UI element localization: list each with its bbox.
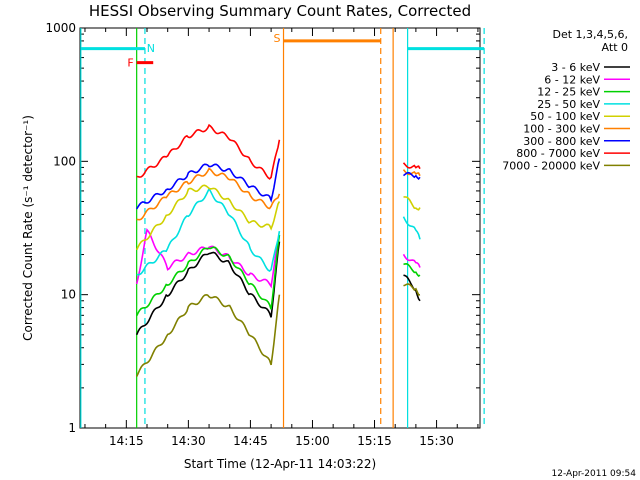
series-line-50-100keV [135,184,281,251]
x-tick-label: 14:45 [233,434,268,448]
legend-label: 300 - 800 keV [523,135,600,148]
x-axis-label: Start Time (12-Apr-11 14:03:22) [184,457,376,471]
plot-frame [79,27,481,429]
series-line-12-25keV [403,262,421,278]
series-line-25-50keV [136,187,281,276]
interval-flag-label: F [127,57,133,70]
x-tick-label: 15:00 [295,434,330,448]
series-line-3-6keV [135,241,281,336]
legend-label: 25 - 50 keV [537,98,600,111]
series-line-6-12keV [402,253,421,268]
chart-title: HESSI Observing Summary Count Rates, Cor… [89,2,471,20]
series-line-7000-20000keV [135,293,281,377]
y-axis-label: Corrected Count Rate (s⁻¹ detector⁻¹) [21,115,35,341]
legend-label: 50 - 100 keV [530,110,600,123]
y-tick-label: 100 [53,154,76,168]
series-line-800-7000keV [402,162,421,170]
legend-label: 6 - 12 keV [544,73,600,86]
series-line-300-800keV [136,158,281,210]
legend-label: 100 - 300 keV [523,123,600,136]
x-tick-label: 15:30 [419,434,454,448]
series-line-100-300keV [136,167,281,221]
series-line-7000-20000keV [403,283,421,296]
interval-flag-label: N [147,42,155,55]
x-tick-label: 15:15 [357,434,392,448]
legend-label: 7000 - 20000 keV [502,159,600,172]
series-line-50-100keV [403,196,421,211]
x-tick-label: 14:30 [171,434,206,448]
legend-header: Att 0 [602,41,628,54]
x-tick-label: 14:15 [109,434,144,448]
legend-label: 800 - 7000 keV [516,147,600,160]
series-line-3-6keV [403,274,421,302]
series-line-300-800keV [403,171,421,181]
series-line-800-7000keV [136,123,281,180]
plot-area: 1 10 100 1000 14:15 14:30 14:45 15:00 15:15 15:30… [45,21,485,448]
interval-flag-label: S [274,32,281,45]
timestamp-footer: 12-Apr-2011 09:54 [552,469,637,479]
legend-label: 12 - 25 keV [537,86,600,99]
y-tick-label: 1000 [45,21,76,35]
y-tick-label: 10 [61,288,76,302]
legend-header: Det 1,3,4,5,6, [552,28,628,41]
legend-label: 3 - 6 keV [551,61,600,74]
series-line-12-25keV [135,234,281,317]
y-tick-label: 1 [68,421,76,435]
series-line-25-50keV [402,216,421,240]
